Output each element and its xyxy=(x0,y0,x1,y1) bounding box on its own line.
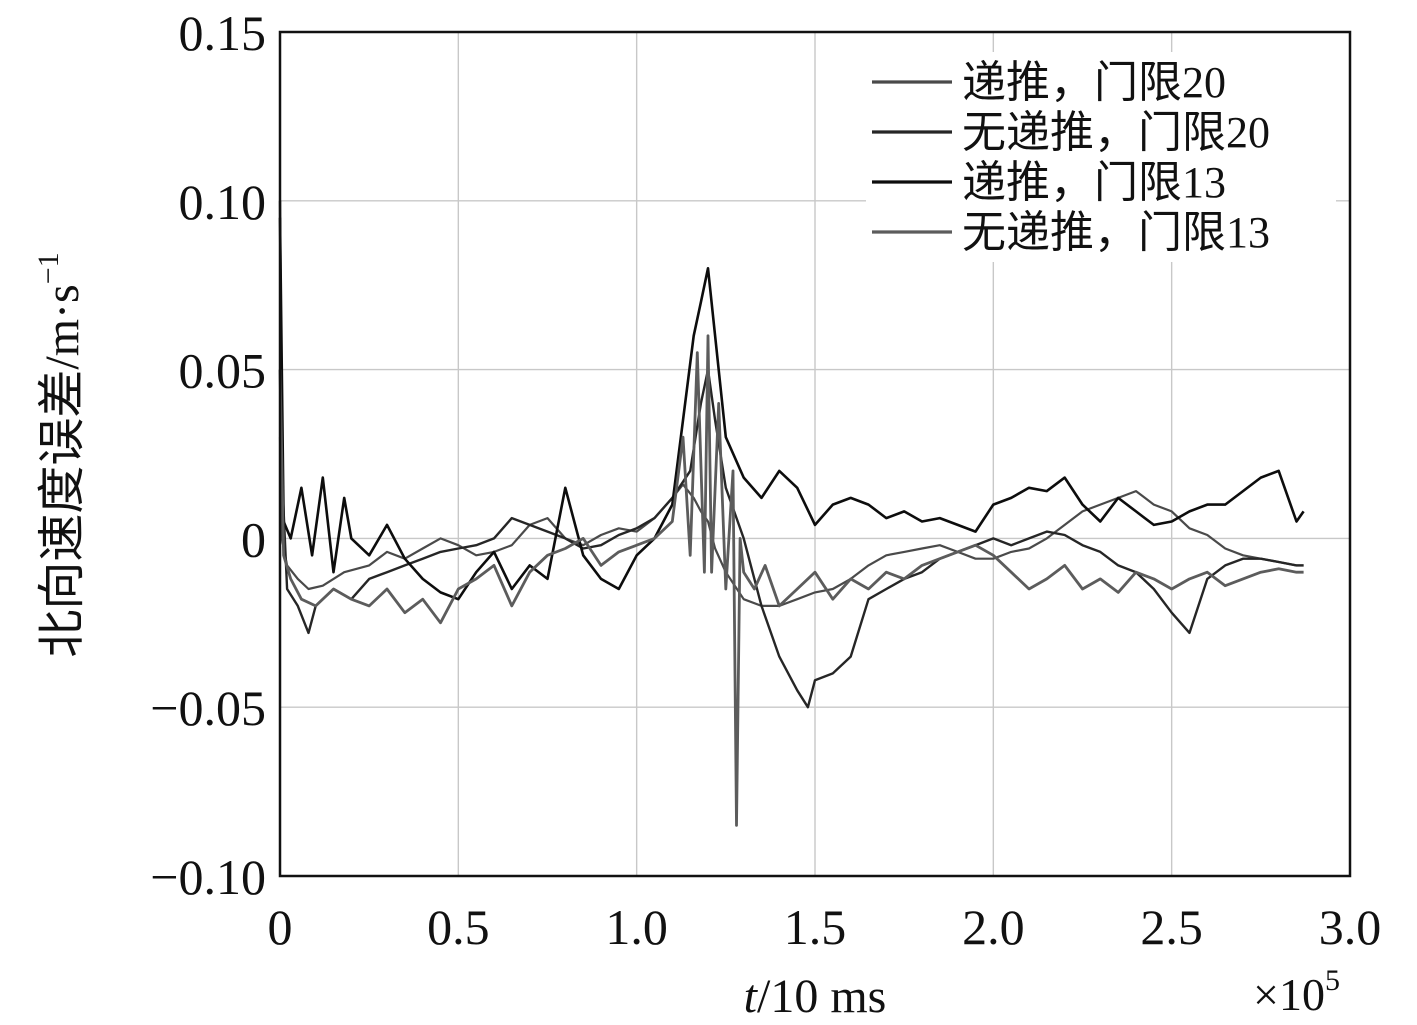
legend-background xyxy=(866,52,1336,262)
series-line-4 xyxy=(278,334,1304,827)
legend-label-4: 无递推，门限13 xyxy=(962,208,1270,257)
series-line-1 xyxy=(278,437,1304,608)
series-line-3 xyxy=(278,217,1305,601)
series-line-2 xyxy=(278,200,1304,709)
legend-label-1: 递推，门限20 xyxy=(962,58,1226,107)
plot-frame xyxy=(278,30,1352,878)
x-tick-label: 3.0 xyxy=(1319,899,1382,955)
x-tick-label: 0.5 xyxy=(427,899,490,955)
x-tick-label: 2.5 xyxy=(1140,899,1203,955)
x-tick-label: 1.0 xyxy=(605,899,668,955)
y-tick-label: 0.05 xyxy=(179,343,267,399)
y-tick-label: 0.15 xyxy=(179,5,267,61)
x-tick-label: 0 xyxy=(268,899,293,955)
y-tick-label: −0.10 xyxy=(150,849,266,905)
x-axis-multiplier: ×105 xyxy=(1253,964,1340,1020)
x-tick-label: 2.0 xyxy=(962,899,1025,955)
y-tick-label: 0.10 xyxy=(179,174,267,230)
y-axis-title: 北向速度误差/m·s−1 xyxy=(32,252,89,657)
x-axis-title: t/10 ms xyxy=(744,970,887,1020)
legend-label-3: 递推，门限13 xyxy=(962,158,1226,207)
legend-label-2: 无递推，门限20 xyxy=(962,108,1270,157)
y-tick-label: 0 xyxy=(241,511,266,567)
tick-labels: 0 0.5 1.0 1.5 2.0 2.5 3.0 −0.10 −0.05 0 0.05 0.10 0.… xyxy=(150,5,1381,955)
x-tick-label: 1.5 xyxy=(784,899,847,955)
y-tick-label: −0.05 xyxy=(150,680,266,736)
series-lines xyxy=(278,200,1305,827)
